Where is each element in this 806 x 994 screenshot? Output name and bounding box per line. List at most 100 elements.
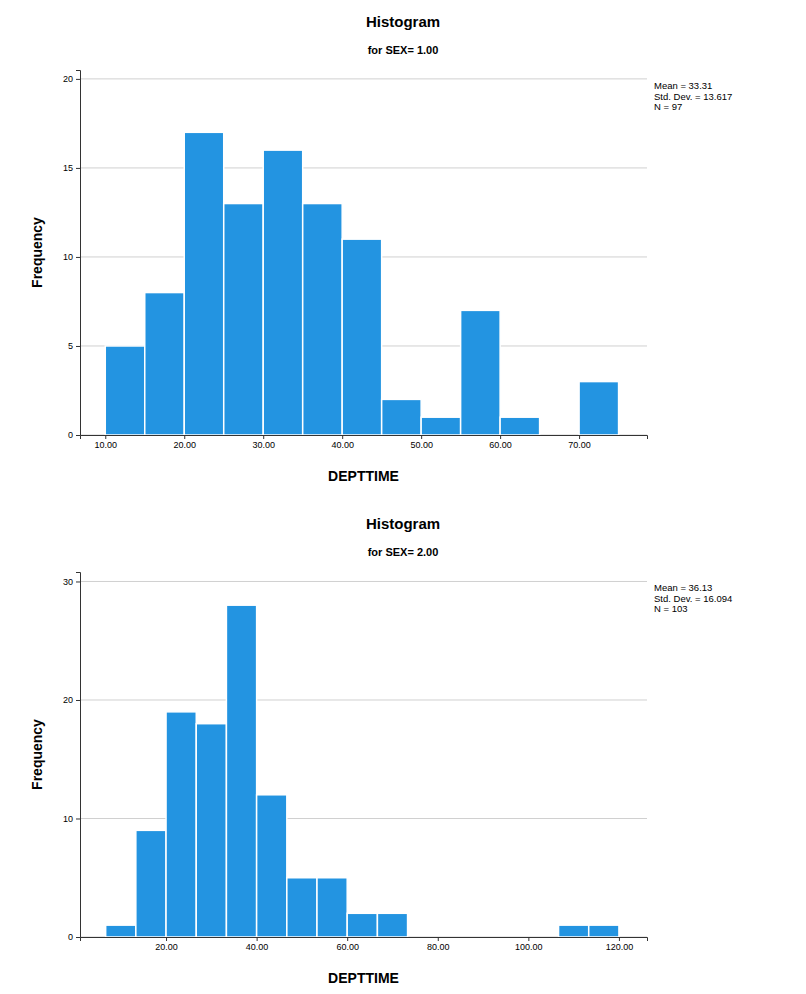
bar: [347, 913, 377, 937]
tick-mark: [76, 937, 80, 938]
tick-mark: [257, 937, 258, 941]
tick-label: 20: [63, 74, 73, 84]
tick-label: 40.00: [246, 942, 269, 952]
bar: [263, 150, 302, 435]
bar: [377, 913, 407, 937]
bar: [257, 795, 287, 937]
tick: 50.00: [410, 435, 433, 450]
annotation: Mean = 36.13: [654, 582, 712, 593]
tick-label: 10: [63, 814, 73, 824]
grid-line: [80, 818, 647, 819]
tick-label: 40.00: [331, 440, 354, 450]
tick-mark: [347, 937, 348, 941]
bar: [303, 204, 342, 435]
bar: [498, 936, 528, 937]
tick-label: 0: [68, 430, 73, 440]
y-axis: 0 5 10 15 20: [63, 71, 81, 441]
tick-mark: [342, 435, 343, 439]
y-axis: 0 10 20 30: [63, 573, 81, 943]
grid: [80, 79, 647, 435]
grid-line: [80, 581, 647, 582]
tick-mark: [619, 937, 620, 941]
tick: 60.00: [489, 435, 512, 450]
bar: [559, 925, 589, 937]
tick-mark: [76, 346, 80, 347]
tick-label: 120.00: [606, 942, 634, 952]
bar: [136, 830, 166, 937]
bar: [382, 399, 421, 435]
tick-mark: [76, 79, 80, 80]
tick: 20: [63, 74, 80, 84]
tick-mark: [76, 818, 80, 819]
tick: 20.00: [155, 937, 178, 952]
bar: [105, 346, 144, 435]
tick: 10: [63, 814, 80, 824]
grid: [80, 581, 647, 937]
tick-label: 30.00: [252, 440, 275, 450]
grid-line: [80, 78, 647, 79]
tick-label: 20.00: [155, 942, 178, 952]
tick: 40.00: [246, 937, 269, 952]
tick-mark: [166, 937, 167, 941]
bar: [166, 712, 196, 937]
x-axis-title: DEPTTIME: [328, 468, 399, 484]
bar: [224, 204, 263, 435]
bar: [145, 293, 184, 435]
tick-label: 0: [68, 932, 73, 942]
grid-line: [80, 167, 647, 168]
bar: [589, 925, 619, 937]
bar: [196, 724, 226, 937]
bar: [461, 310, 500, 435]
bar: [342, 239, 381, 435]
tick: 80.00: [427, 937, 450, 952]
annotation: Std. Dev. = 13.617: [654, 91, 732, 102]
bar: [438, 936, 468, 937]
tick-label: 50.00: [410, 440, 433, 450]
bar: [408, 936, 438, 937]
tick: 20.00: [173, 435, 196, 450]
tick: 20: [63, 695, 80, 705]
x-axis: 20.00 40.00 60.00 80.00 100.00 120.00: [81, 937, 648, 952]
tick: 5: [68, 341, 80, 351]
bar: [226, 605, 256, 937]
tick-mark: [76, 700, 80, 701]
tick-label: 100.00: [515, 942, 543, 952]
tick-label: 30: [63, 577, 73, 587]
bar: [579, 382, 618, 435]
tick: 40.00: [331, 435, 354, 450]
axis-line: [81, 938, 648, 942]
tick-mark: [500, 435, 501, 439]
tick: 60.00: [336, 937, 359, 952]
bar: [317, 878, 347, 937]
tick-label: 20: [63, 695, 73, 705]
tick-label: 60.00: [336, 942, 359, 952]
histogram-panel: Histogramfor SEX= 2.0020.0040.0060.0080.…: [29, 515, 732, 986]
bar: [106, 925, 136, 937]
annotation: Mean = 33.31: [654, 80, 712, 91]
tick-mark: [421, 435, 422, 439]
tick: 100.00: [515, 937, 543, 952]
tick-label: 10: [63, 252, 73, 262]
tick: 0: [68, 430, 80, 440]
tick-label: 5: [68, 341, 73, 351]
x-axis-title: DEPTTIME: [328, 970, 399, 986]
tick: 15: [63, 163, 80, 173]
bar: [421, 417, 460, 435]
bar: [500, 417, 539, 435]
tick: 30: [63, 577, 80, 587]
tick-mark: [76, 257, 80, 258]
y-axis-title: Frequency: [29, 217, 45, 288]
title: Histogram: [366, 13, 440, 30]
annotation: N = 103: [654, 603, 688, 614]
tick-mark: [105, 435, 106, 439]
subtitle: for SEX= 1.00: [368, 44, 439, 56]
tick-label: 60.00: [489, 440, 512, 450]
tick-mark: [579, 435, 580, 439]
y-axis-title: Frequency: [29, 719, 45, 790]
tick-label: 20.00: [173, 440, 196, 450]
bar: [468, 936, 498, 937]
tick: 120.00: [606, 937, 634, 952]
tick-mark: [76, 581, 80, 582]
bar: [540, 434, 579, 435]
tick-mark: [438, 937, 439, 941]
